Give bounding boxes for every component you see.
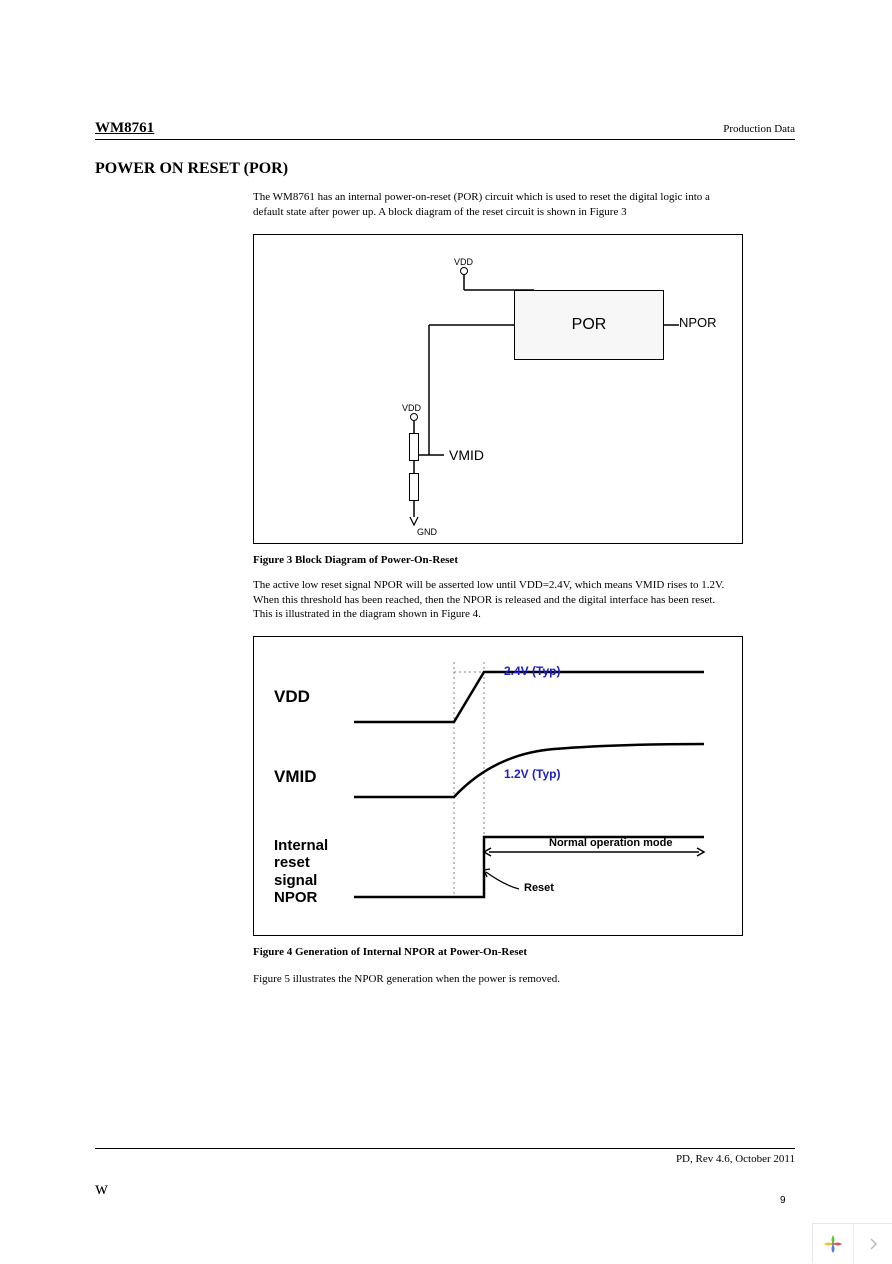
gnd-label: GND	[417, 527, 437, 537]
page-header: WM8761 Production Data	[95, 120, 795, 140]
vdd-threshold-label: 2.4V (Typ)	[504, 664, 560, 678]
por-block-label: POR	[572, 316, 607, 334]
next-page-button[interactable]	[853, 1224, 892, 1264]
normal-mode-label: Normal operation mode	[549, 837, 672, 849]
vdd-top-terminal-icon	[460, 267, 468, 275]
resistor-upper-icon	[409, 433, 419, 461]
vmid-label: VMID	[449, 447, 484, 463]
page-footer: PD, Rev 4.6, October 2011	[95, 1148, 795, 1165]
vdd-top-label: VDD	[454, 257, 473, 267]
footer-revision: PD, Rev 4.6, October 2011	[676, 1153, 795, 1165]
vdd-trace-label: VDD	[274, 687, 310, 707]
npor-trace-label: Internal reset signal NPOR	[274, 837, 354, 906]
nav-widget	[812, 1223, 892, 1263]
vmid-threshold-label: 1.2V (Typ)	[504, 767, 560, 781]
por-block: POR	[514, 290, 664, 360]
intro-paragraph: The WM8761 has an internal power-on-rese…	[253, 190, 733, 220]
vdd-divider-label: VDD	[402, 403, 421, 413]
figure-4-caption: Figure 4 Generation of Internal NPOR at …	[253, 946, 795, 958]
trailing-paragraph: Figure 5 illustrates the NPOR generation…	[253, 972, 733, 987]
brand-icon[interactable]	[813, 1224, 853, 1264]
vdd-divider-terminal-icon	[410, 413, 418, 421]
footer-logo: w	[95, 1178, 108, 1199]
part-number: WM8761	[95, 120, 154, 137]
npor-output-label: NPOR	[679, 315, 717, 330]
resistor-lower-icon	[409, 473, 419, 501]
figure-3-caption: Figure 3 Block Diagram of Power-On-Reset	[253, 554, 795, 566]
page-number: 9	[780, 1195, 786, 1206]
figure-3-diagram: POR NPOR VDD VDD VMID GND	[253, 234, 743, 544]
doc-type: Production Data	[723, 123, 795, 135]
section-title: POWER ON RESET (POR)	[95, 160, 795, 178]
reset-label: Reset	[524, 882, 554, 894]
mid-paragraph: The active low reset signal NPOR will be…	[253, 578, 733, 623]
figure-4-diagram: VDD VMID Internal reset signal NPOR 2.4V…	[253, 636, 743, 936]
vmid-trace-label: VMID	[274, 767, 317, 787]
